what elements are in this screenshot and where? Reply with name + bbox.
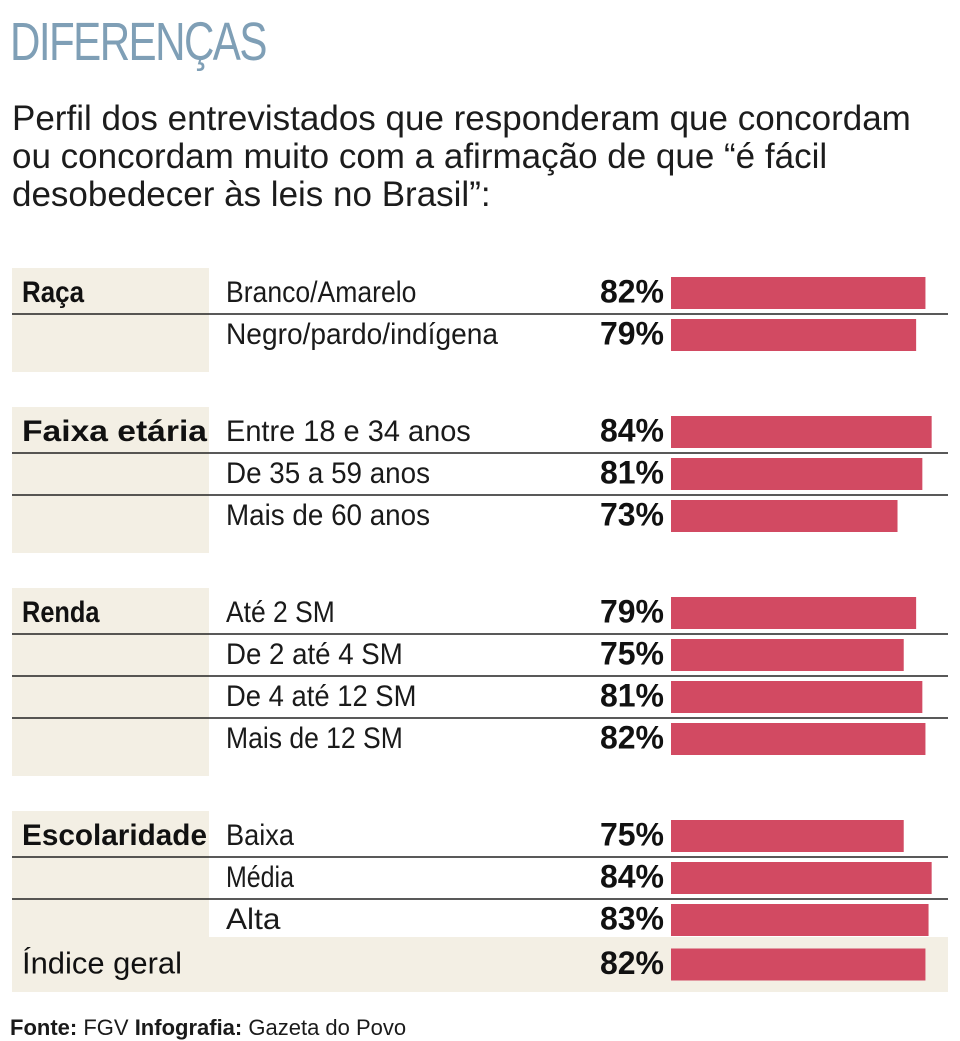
category-label: Alta <box>226 903 281 936</box>
chart-subtitle: Perfil dos entrevistados que responderam… <box>12 99 911 214</box>
value-label: 82% <box>600 719 664 755</box>
bar <box>671 458 923 490</box>
group-label: Faixa etária <box>22 415 207 448</box>
group-label: Renda <box>22 596 100 629</box>
group-background <box>12 407 209 553</box>
value-label: 79% <box>600 315 664 351</box>
value-label: 83% <box>600 900 664 936</box>
group-background <box>12 588 209 776</box>
total-value-label: 82% <box>600 945 664 981</box>
source-value: FGV <box>83 1015 129 1040</box>
value-label: 75% <box>600 635 664 671</box>
infographic-value: Gazeta do Povo <box>248 1015 407 1040</box>
group-label: Escolaridade <box>22 819 207 852</box>
category-label: Média <box>226 861 294 894</box>
category-label: De 4 até 12 SM <box>226 680 416 713</box>
value-label: 79% <box>600 593 664 629</box>
total-bar <box>671 948 926 981</box>
category-label: Baixa <box>226 819 294 852</box>
category-label: Mais de 12 SM <box>226 722 403 755</box>
value-label: 81% <box>600 454 664 490</box>
bar <box>671 277 926 309</box>
bar <box>671 500 898 532</box>
value-label: 81% <box>600 677 664 713</box>
bar <box>671 904 929 936</box>
bar <box>671 597 917 629</box>
chart-title: DIFERENÇAS <box>10 12 267 72</box>
bar <box>671 820 904 852</box>
bar <box>671 723 926 755</box>
value-label: 84% <box>600 858 664 894</box>
bar <box>671 862 932 894</box>
category-label: Mais de 60 anos <box>226 499 430 532</box>
category-label: Entre 18 e 34 anos <box>226 415 471 448</box>
total-label: Índice geral <box>22 946 182 981</box>
value-label: 75% <box>600 816 664 852</box>
group-label: Raça <box>22 276 84 309</box>
bar <box>671 639 904 671</box>
bar <box>671 681 923 713</box>
category-label: De 2 até 4 SM <box>226 638 403 671</box>
bar <box>671 416 932 448</box>
category-label: Até 2 SM <box>226 596 335 629</box>
source-label: Fonte: <box>10 1015 78 1040</box>
footer-credits: Fonte: FGV Infografia: Gazeta do Povo <box>10 1015 406 1041</box>
group-background <box>12 268 209 372</box>
bar <box>671 319 917 351</box>
group-background <box>12 811 209 957</box>
value-label: 73% <box>600 496 664 532</box>
category-label: Negro/pardo/indígena <box>226 318 498 351</box>
value-label: 82% <box>600 273 664 309</box>
category-label: De 35 a 59 anos <box>226 457 430 490</box>
value-label: 84% <box>600 412 664 448</box>
infographic-label: Infografia: <box>134 1015 243 1040</box>
category-label: Branco/Amarelo <box>226 276 416 309</box>
